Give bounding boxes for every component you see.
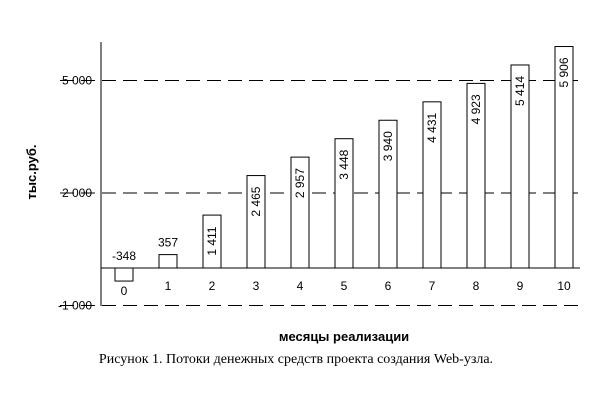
x-tick-label: 10 — [557, 279, 571, 293]
x-axis-title: месяцы реализации — [279, 329, 409, 344]
x-tick-label: 8 — [473, 279, 480, 293]
value-labels: -348 357 1 411 2 465 2 957 3 448 3 940 4 431 4 9… — [112, 57, 571, 263]
x-tick-label: 0 — [121, 284, 128, 298]
x-tick-label: 9 — [517, 279, 524, 293]
value-label: 3 448 — [337, 149, 351, 179]
bar — [290, 156, 310, 269]
y-tick-label: -1 000 — [58, 299, 92, 313]
bar — [246, 175, 266, 269]
value-label: 1 411 — [205, 226, 219, 255]
value-label: 5 906 — [557, 57, 571, 87]
value-label: 357 — [158, 236, 178, 250]
value-label: 4 431 — [425, 112, 439, 142]
figure-caption: Рисунок 1. Потоки денежных средств проек… — [98, 352, 494, 367]
x-tick-label: 1 — [165, 279, 172, 293]
x-tick-label: 7 — [429, 279, 436, 293]
value-label: 4 923 — [469, 94, 483, 124]
bar — [510, 64, 530, 269]
x-tick-label: 4 — [297, 279, 304, 293]
x-tick-labels: 0 1 2 3 4 5 6 7 8 9 10 — [121, 279, 571, 298]
x-tick-label: 2 — [209, 279, 216, 293]
value-label: -348 — [112, 249, 136, 263]
y-tick-label: 5 000 — [62, 74, 92, 88]
value-label: 2 957 — [293, 168, 307, 198]
bars — [114, 46, 574, 282]
bar — [378, 119, 398, 269]
bar — [466, 82, 486, 269]
bar — [554, 46, 574, 269]
y-axis: -1 000 2 000 5 000 — [58, 42, 580, 313]
bar — [334, 138, 354, 269]
x-tick-label: 5 — [341, 279, 348, 293]
x-tick-label: 3 — [253, 279, 260, 293]
value-label: 2 465 — [249, 186, 263, 216]
y-axis-title: тыс.руб. — [24, 145, 39, 200]
bar — [158, 254, 178, 269]
grid-lines — [60, 80, 580, 306]
bar — [202, 214, 222, 269]
value-label: 3 940 — [381, 131, 395, 161]
x-tick-label: 6 — [385, 279, 392, 293]
bar — [114, 267, 134, 282]
bar — [422, 101, 442, 269]
value-label: 5 414 — [513, 76, 527, 106]
cashflow-bar-chart: -1 000 2 000 5 000 0 1 2 3 4 5 6 7 8 9 10 -348 357 1 4… — [24, 42, 580, 344]
y-tick-label: 2 000 — [62, 186, 92, 200]
